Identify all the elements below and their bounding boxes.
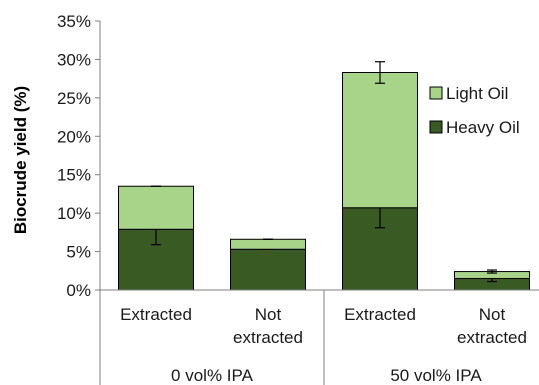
group-label: 50 vol% IPA <box>390 366 482 385</box>
bars <box>118 61 530 291</box>
category-label: Not <box>255 305 282 324</box>
category-label-line2: extracted <box>233 328 303 347</box>
error-bar <box>487 269 497 274</box>
bar-light-oil <box>118 185 194 230</box>
legend-swatch <box>429 120 443 134</box>
bar-light-oil <box>230 238 306 250</box>
category-label: Not <box>479 305 506 324</box>
legend-label: Heavy Oil <box>446 118 520 137</box>
y-tick-label: 0% <box>66 281 91 300</box>
bar-light-oil <box>342 71 418 209</box>
error-bar <box>375 61 385 84</box>
x-axis: Extracted Not extracted Extracted Not extract… <box>99 289 539 385</box>
category-label: Extracted <box>344 305 416 324</box>
y-axis: 0% 5% 10% 15% 20% 25% 30% 35% <box>57 12 101 300</box>
y-tick-label: 35% <box>57 12 91 31</box>
y-tick-label: 5% <box>66 243 91 262</box>
y-tick-label: 15% <box>57 166 91 185</box>
y-tick-label: 20% <box>57 127 91 146</box>
y-axis-title: Biocrude yield (%) <box>11 86 30 234</box>
legend-swatch <box>429 86 443 100</box>
category-label-line2: extracted <box>457 328 527 347</box>
group-label: 0 vol% IPA <box>171 366 254 385</box>
y-tick-label: 30% <box>57 50 91 69</box>
legend-label: Light Oil <box>446 84 508 103</box>
y-tick-label: 10% <box>57 204 91 223</box>
legend: Light Oil Heavy Oil <box>429 84 520 137</box>
category-label: Extracted <box>120 305 192 324</box>
bar-heavy-oil <box>230 248 306 291</box>
y-tick-label: 25% <box>57 89 91 108</box>
